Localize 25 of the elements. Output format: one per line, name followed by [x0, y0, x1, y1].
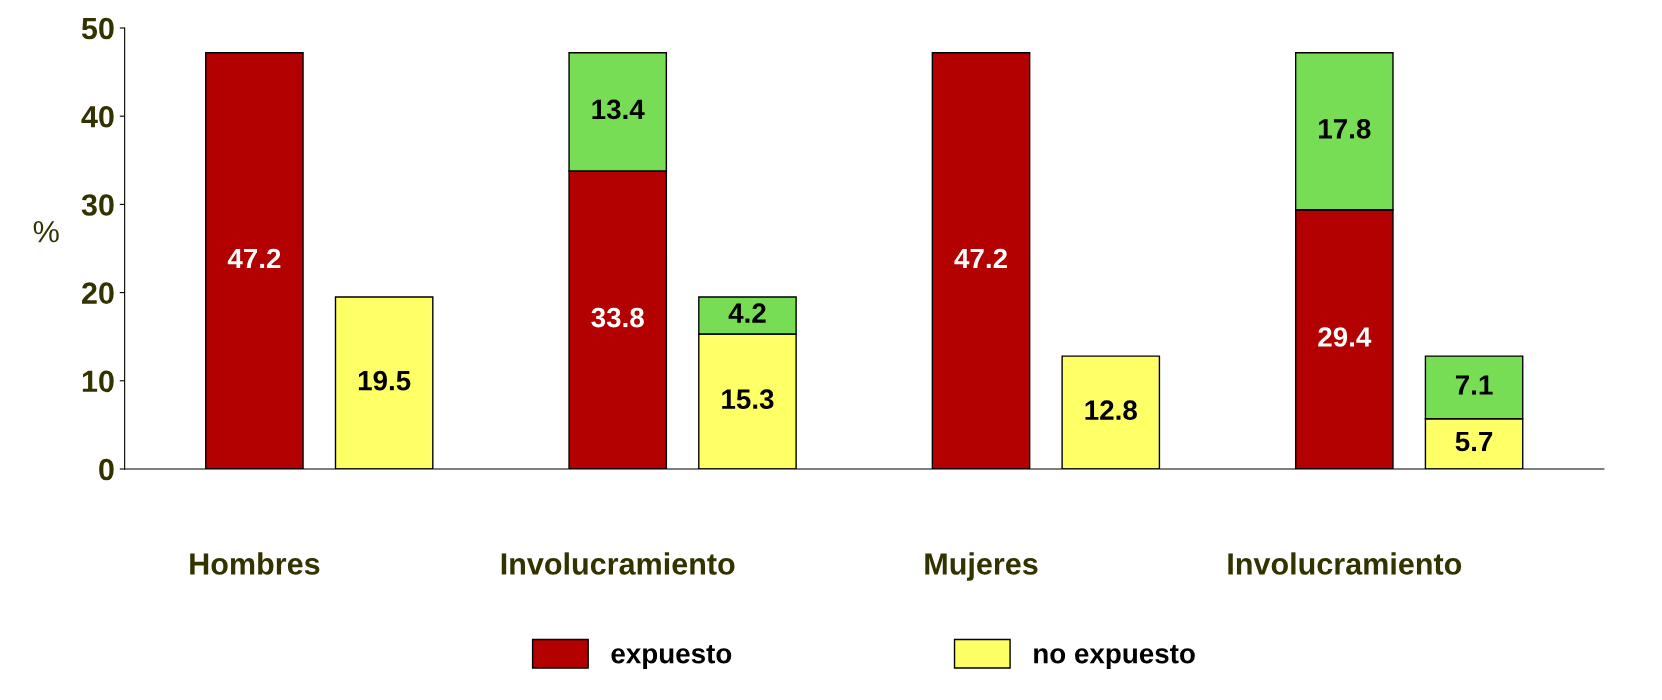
- x-tick-label: Involucramiento: [501, 552, 735, 575]
- y-tick-label: 20: [82, 282, 114, 304]
- x-tick-label: Hombres: [190, 552, 320, 575]
- legend-label: no expuesto: [1034, 645, 1195, 669]
- data-label: 33.8: [591, 307, 644, 328]
- y-tick-label: 40: [81, 105, 114, 128]
- x-tick-label: Involucramiento: [1228, 552, 1462, 575]
- y-tick-label: 0: [99, 458, 114, 481]
- data-label: 13.4: [592, 99, 645, 120]
- data-label: 17.8: [1319, 118, 1371, 139]
- x-tick-label: Mujeres: [925, 552, 1038, 581]
- data-label: 47.2: [227, 248, 281, 269]
- y-tick-label: 50: [81, 17, 114, 40]
- data-label: 5.7: [1455, 431, 1493, 452]
- y-tick-label: 10: [82, 370, 114, 393]
- legend-label: expuesto: [611, 645, 732, 669]
- data-label: 7.1: [1455, 375, 1493, 395]
- y-tick-label: 30: [81, 194, 114, 216]
- data-label: 47.2: [954, 248, 1007, 269]
- y-axis-title: %: [33, 220, 59, 243]
- data-label: 15.3: [722, 389, 774, 410]
- data-label: 29.4: [1318, 327, 1372, 347]
- data-label: 12.8: [1085, 400, 1137, 421]
- data-label: 4.2: [728, 303, 766, 323]
- data-label: 19.5: [358, 370, 411, 391]
